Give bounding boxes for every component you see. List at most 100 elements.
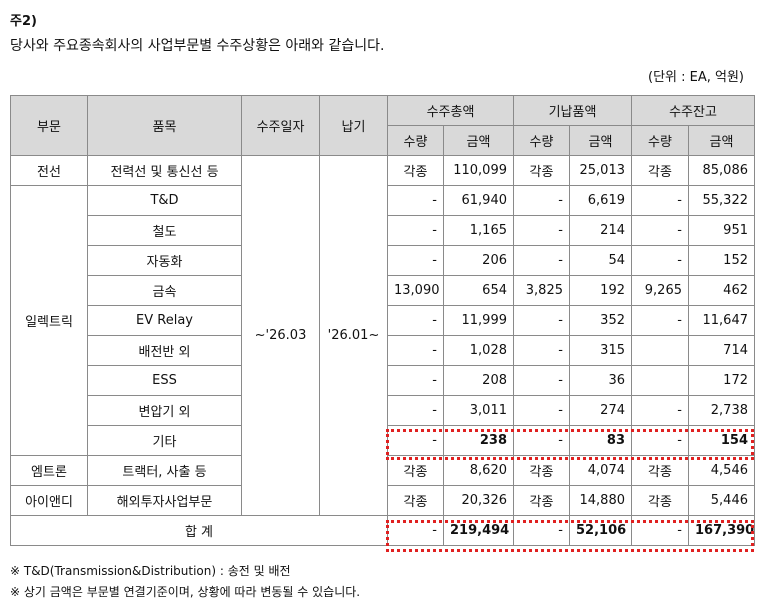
- order-qty-cell: 각종: [387, 455, 444, 486]
- total-label: 합 계: [10, 515, 388, 546]
- delivered-amount-cell: 25,013: [569, 155, 632, 186]
- delivery-cell: '26.01~: [319, 155, 388, 516]
- table-row: 자동화 - 206 - 54 - 152: [11, 245, 755, 276]
- delivered-qty-cell: -: [513, 215, 570, 246]
- item-cell: 금속: [87, 275, 242, 306]
- segment-cell: 아이앤디: [10, 485, 88, 516]
- backlog-amount-cell: 5,446: [688, 485, 755, 516]
- backlog-qty-cell: 각종: [631, 455, 689, 486]
- backlog-qty-cell: [631, 365, 689, 396]
- backlog-amount-cell: 11,647: [688, 305, 755, 336]
- order-amount-cell: 654: [443, 275, 514, 306]
- backlog-qty-cell: 각종: [631, 155, 689, 186]
- order-amount-cell: 61,940: [443, 185, 514, 216]
- backlog-amount-cell: 714: [688, 335, 755, 366]
- table-row: 변압기 외 - 3,011 - 274 - 2,738: [11, 395, 755, 426]
- order-amount-cell: 1,028: [443, 335, 514, 366]
- delivered-amount-cell: 14,880: [569, 485, 632, 516]
- order-date-cell: ~'26.03: [241, 155, 320, 516]
- unit-label: (단위 : EA, 억원): [648, 70, 744, 85]
- order-amount-cell: 11,999: [443, 305, 514, 336]
- total-order-amount: 219,494: [443, 515, 514, 546]
- footnote-td: ※ T&D(Transmission&Distribution) : 송전 및 …: [10, 564, 291, 578]
- header-amount: 금액: [569, 125, 632, 156]
- order-qty-cell: -: [387, 425, 444, 456]
- backlog-qty-cell: 9,265: [631, 275, 689, 306]
- table-row: 전선 전력선 및 통신선 등 ~'26.03 '26.01~ 각종 110,09…: [10, 155, 755, 516]
- backlog-amount-cell: 154: [688, 425, 755, 456]
- intro-text: 당사와 주요종속회사의 사업부문별 수주상황은 아래와 같습니다.: [10, 38, 385, 54]
- backlog-qty-cell: -: [631, 185, 689, 216]
- table-row: 금속 13,090 654 3,825 192 9,265 462: [11, 275, 755, 306]
- order-amount-cell: 1,165: [443, 215, 514, 246]
- order-qty-cell: -: [387, 245, 444, 276]
- delivered-qty-cell: 각종: [513, 455, 570, 486]
- delivered-amount-cell: 274: [569, 395, 632, 426]
- backlog-qty-cell: -: [631, 245, 689, 276]
- header-amount: 금액: [688, 125, 755, 156]
- backlog-qty-cell: -: [631, 395, 689, 426]
- segment-cell: 엠트론: [10, 455, 88, 486]
- backlog-qty-cell: -: [631, 215, 689, 246]
- order-qty-cell: -: [387, 365, 444, 396]
- total-backlog-amount: 167,390: [688, 515, 755, 546]
- delivered-amount-cell: 192: [569, 275, 632, 306]
- delivered-qty-cell: -: [513, 335, 570, 366]
- delivered-amount-cell: 54: [569, 245, 632, 276]
- delivered-amount-cell: 214: [569, 215, 632, 246]
- item-cell: 기타: [87, 425, 242, 456]
- order-qty-cell: 13,090: [387, 275, 444, 306]
- delivered-amount-cell: 4,074: [569, 455, 632, 486]
- backlog-amount-cell: 152: [688, 245, 755, 276]
- order-qty-cell: -: [387, 395, 444, 426]
- table-row: ESS - 208 - 36 172: [11, 365, 755, 396]
- item-cell: 트랙터, 사출 등: [87, 455, 242, 486]
- delivered-qty-cell: -: [513, 425, 570, 456]
- item-cell: 배전반 외: [87, 335, 242, 366]
- total-delivered-qty: -: [513, 515, 570, 546]
- delivered-qty-cell: 각종: [513, 485, 570, 516]
- backlog-amount-cell: 4,546: [688, 455, 755, 486]
- backlog-amount-cell: 2,738: [688, 395, 755, 426]
- footnote-basis: ※ 상기 금액은 부문별 연결기준이며, 상황에 따라 변동될 수 있습니다.: [10, 585, 361, 599]
- order-qty-cell: -: [387, 335, 444, 366]
- header-item: 품목: [87, 95, 242, 156]
- delivered-qty-cell: -: [513, 185, 570, 216]
- delivered-amount-cell: 83: [569, 425, 632, 456]
- table-row: 엠트론 트랙터, 사출 등 각종 8,620 각종 4,074 각종 4,546: [10, 455, 755, 486]
- backlog-qty-cell: -: [631, 305, 689, 336]
- total-row: 합 계 - 219,494 - 52,106 - 167,390: [10, 515, 755, 546]
- delivered-amount-cell: 6,619: [569, 185, 632, 216]
- item-cell: 변압기 외: [87, 395, 242, 426]
- order-amount-cell: 206: [443, 245, 514, 276]
- item-cell: T&D: [87, 185, 242, 216]
- backlog-amount-cell: 951: [688, 215, 755, 246]
- item-cell: 자동화: [87, 245, 242, 276]
- backlog-qty-cell: [631, 335, 689, 366]
- order-qty-cell: -: [387, 305, 444, 336]
- delivered-qty-cell: 3,825: [513, 275, 570, 306]
- table-row: 아이앤디 해외투자사업부문 각종 20,326 각종 14,880 각종 5,4…: [10, 485, 755, 516]
- header-delivered: 기납품액: [513, 95, 632, 126]
- backlog-qty-cell: 각종: [631, 485, 689, 516]
- backlog-amount-cell: 85,086: [688, 155, 755, 186]
- header-segment: 부문: [10, 95, 88, 156]
- backlog-amount-cell: 55,322: [688, 185, 755, 216]
- table-row: 배전반 외 - 1,028 - 315 714: [11, 335, 755, 366]
- delivered-amount-cell: 352: [569, 305, 632, 336]
- total-backlog-qty: -: [631, 515, 689, 546]
- total-delivered-amount: 52,106: [569, 515, 632, 546]
- delivered-qty-cell: -: [513, 365, 570, 396]
- total-order-qty: -: [387, 515, 444, 546]
- note-title: 주2): [10, 14, 37, 29]
- order-amount-cell: 110,099: [443, 155, 514, 186]
- segment-cell: 일렉트릭: [10, 185, 88, 456]
- delivered-amount-cell: 315: [569, 335, 632, 366]
- backlog-amount-cell: 462: [688, 275, 755, 306]
- delivered-qty-cell: -: [513, 395, 570, 426]
- order-amount-cell: 8,620: [443, 455, 514, 486]
- order-qty-cell: -: [387, 185, 444, 216]
- order-status-table: 부문 품목 수주일자 납기 수주총액 기납품액 수주잔고 수량 금액 수량 금액…: [10, 95, 755, 546]
- delivered-qty-cell: -: [513, 245, 570, 276]
- header-order-date: 수주일자: [241, 95, 320, 156]
